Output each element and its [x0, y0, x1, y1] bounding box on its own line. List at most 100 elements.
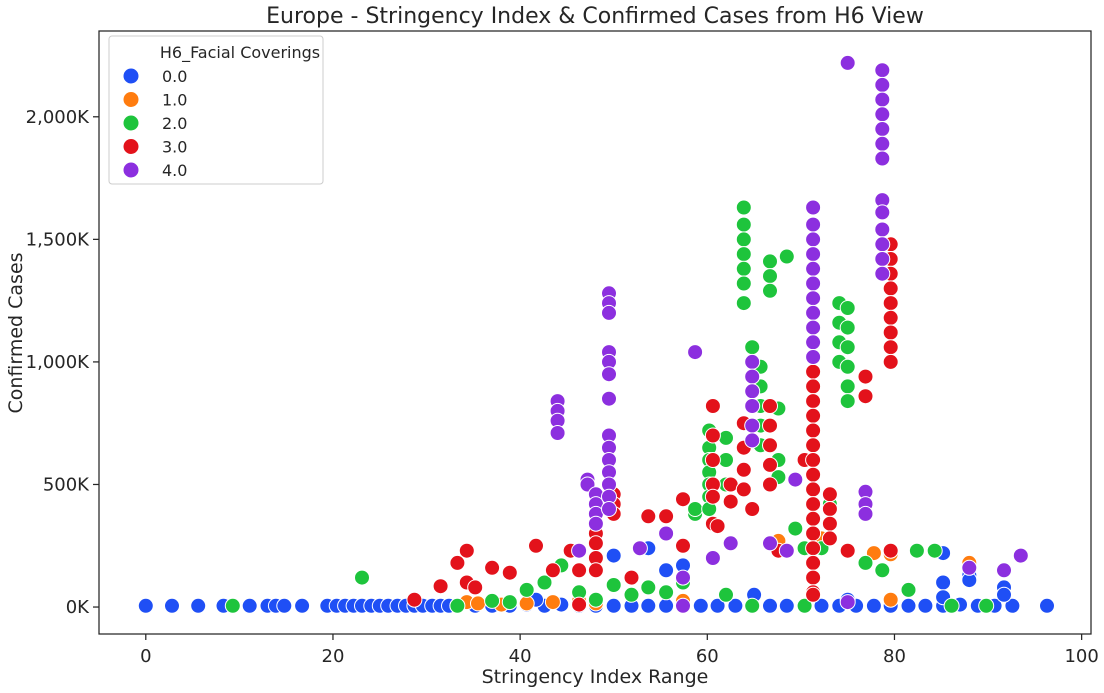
data-point-4-0-45: [805, 275, 822, 292]
data-point-2-0-64: [908, 542, 925, 559]
y-tick-label: 1,500K: [26, 229, 91, 250]
data-point-1-0-1: [470, 595, 486, 612]
y-tick-label: 1,000K: [26, 352, 91, 373]
data-point-2-0-34: [744, 339, 761, 356]
data-point-4-0-51: [839, 54, 856, 71]
data-point-3-0-41: [762, 456, 778, 473]
data-point-0-0-8: [294, 597, 311, 614]
legend-label: 2.0: [162, 114, 187, 133]
x-tick-label: 0: [140, 646, 151, 667]
data-point-3-0-24: [704, 398, 721, 414]
data-point-4-0-17: [601, 390, 617, 407]
data-point-3-0-45: [805, 363, 822, 380]
data-point-4-0-70: [1012, 547, 1029, 564]
data-point-2-0-57: [839, 339, 856, 356]
data-point-2-0-46: [778, 248, 795, 265]
data-point-4-0-36: [744, 432, 761, 449]
data-point-4-0-54: [857, 505, 874, 522]
data-point-4-0-65: [874, 236, 891, 253]
data-point-4-0-28: [687, 344, 704, 361]
data-point-3-0-75: [882, 339, 899, 356]
data-point-4-0-31: [744, 353, 761, 370]
data-point-3-0-79: [571, 596, 588, 613]
data-point-4-0-10: [587, 515, 604, 532]
data-point-3-0-23: [675, 537, 691, 554]
data-point-4-0-37: [762, 535, 778, 552]
data-point-3-0-21: [658, 508, 675, 525]
data-point-3-0-71: [882, 280, 899, 297]
data-point-3-0-30: [709, 518, 726, 535]
data-point-2-0-3: [484, 592, 501, 609]
data-point-2-0-2: [449, 597, 466, 614]
data-point-4-0-61: [874, 150, 891, 167]
data-point-0-0-50: [900, 597, 917, 614]
data-point-4-0-24: [601, 501, 617, 517]
data-point-0-0-4: [241, 597, 258, 614]
y-axis-label: Confirmed Cases: [5, 252, 27, 413]
data-point-0-0-33: [605, 597, 622, 614]
data-point-0-0-36: [658, 597, 675, 614]
data-point-3-0-49: [805, 422, 822, 439]
data-point-2-0-59: [839, 378, 856, 395]
points-layer: [137, 54, 1055, 614]
data-point-0-0-68: [996, 586, 1012, 603]
legend-marker: [122, 138, 140, 155]
data-point-4-0-55: [874, 62, 891, 79]
data-point-3-0-40: [762, 437, 778, 454]
data-point-0-0-1: [164, 597, 180, 614]
data-point-2-0-24: [718, 429, 734, 446]
data-point-3-0-59: [805, 569, 822, 586]
data-point-4-0-34: [744, 398, 761, 414]
data-point-3-0-46: [805, 378, 822, 395]
data-point-4-0-58: [874, 106, 891, 123]
data-point-3-0-78: [805, 586, 822, 603]
data-point-0-0-58: [605, 547, 622, 564]
legend-label: 0.0: [162, 67, 187, 86]
data-point-3-0-32: [722, 493, 739, 510]
plot-frame: [98, 30, 1092, 635]
data-point-0-0-43: [778, 597, 795, 614]
data-point-3-0-7: [501, 564, 518, 581]
data-point-3-0-55: [805, 510, 822, 527]
x-tick-label: 40: [509, 646, 532, 667]
data-point-2-0-0: [224, 597, 241, 614]
data-point-4-0-38: [778, 542, 795, 559]
data-point-4-0-49: [805, 334, 822, 351]
data-point-2-0-61: [857, 554, 874, 571]
data-point-3-0-52: [805, 466, 822, 483]
data-point-4-0-57: [874, 91, 891, 108]
legend-marker: [122, 67, 140, 85]
data-point-3-0-58: [805, 554, 822, 571]
data-point-0-0-45: [813, 597, 830, 614]
data-point-3-0-51: [805, 452, 822, 468]
data-point-3-0-39: [762, 417, 778, 434]
data-point-2-0-65: [926, 542, 943, 559]
data-point-2-0-66: [943, 597, 960, 614]
data-point-4-0-39: [787, 471, 804, 488]
legend-title: H6_Facial Coverings: [160, 43, 320, 63]
data-point-0-0-40: [727, 597, 744, 614]
data-point-2-0-4: [501, 594, 518, 611]
data-point-3-0-61: [821, 486, 838, 503]
data-point-2-0-41: [762, 268, 778, 285]
data-point-3-0-0: [406, 591, 423, 608]
data-point-3-0-38: [762, 398, 778, 414]
data-point-2-0-29: [735, 231, 752, 248]
data-point-3-0-5: [467, 579, 484, 596]
data-point-3-0-8: [528, 537, 544, 554]
legend-marker: [122, 161, 140, 179]
data-point-4-0-43: [805, 246, 822, 263]
data-point-4-0-71: [839, 594, 856, 611]
data-point-0-0-51: [917, 597, 934, 614]
data-point-3-0-47: [805, 393, 822, 410]
x-tick-label: 20: [322, 646, 345, 667]
data-point-2-0-27: [735, 199, 752, 216]
data-point-4-0-67: [874, 265, 891, 282]
data-point-4-0-69: [996, 562, 1012, 579]
data-point-1-0-4: [544, 594, 561, 611]
data-point-4-0-29: [704, 550, 721, 566]
data-point-3-0-54: [805, 496, 822, 513]
y-tick-label: 500K: [43, 474, 90, 495]
data-point-4-0-32: [744, 368, 761, 385]
